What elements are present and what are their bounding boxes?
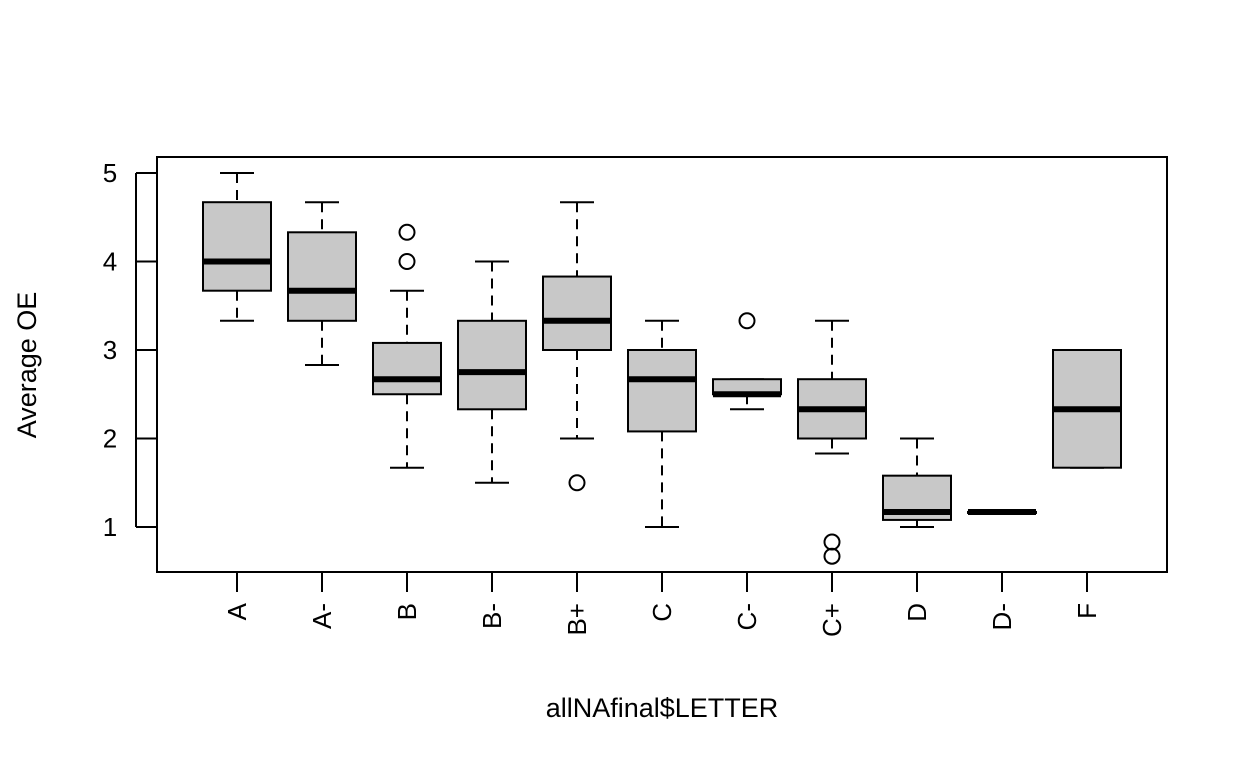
y-tick-label: 3 xyxy=(103,335,117,365)
x-tick-label: C xyxy=(647,603,677,622)
y-tick-label: 4 xyxy=(103,247,117,277)
box-C xyxy=(627,319,697,528)
x-tick-label: D- xyxy=(987,603,1017,630)
box-B+ xyxy=(542,201,612,492)
outlier-point xyxy=(823,547,841,565)
x-tick-label: C+ xyxy=(817,603,847,637)
x-tick-label: C- xyxy=(732,603,762,630)
x-tick-label: B xyxy=(392,603,422,620)
x-axis: A A- B B- B+ C C- C+ D D- F xyxy=(222,571,1102,637)
x-tick-label: A xyxy=(222,602,252,620)
box-body xyxy=(372,341,442,396)
x-axis-title: allNAfinal$LETTER xyxy=(546,693,779,723)
box-C+ xyxy=(797,319,867,565)
box-C- xyxy=(712,312,782,411)
box-D xyxy=(882,437,952,528)
y-tick-label: 2 xyxy=(103,424,117,454)
box-body xyxy=(542,275,612,352)
outlier-point xyxy=(398,253,416,270)
box-A- xyxy=(287,201,357,367)
box-body xyxy=(627,349,697,433)
outlier-point xyxy=(398,223,416,241)
outlier-point xyxy=(568,474,586,492)
outlier-point xyxy=(823,533,841,551)
x-tick-label: D xyxy=(902,603,932,622)
box-body xyxy=(287,231,357,322)
box-B xyxy=(372,223,442,469)
y-axis-title: Average OE xyxy=(12,292,42,439)
box-body xyxy=(457,319,527,411)
y-tick-label: 1 xyxy=(103,512,117,542)
box-F xyxy=(1052,349,1122,469)
y-axis: 1 2 3 4 5 xyxy=(103,158,157,542)
box-B- xyxy=(457,260,527,484)
box-series xyxy=(202,172,1122,565)
box-A xyxy=(202,172,272,322)
x-tick-label: B+ xyxy=(562,603,592,636)
x-tick-label: F xyxy=(1072,603,1102,619)
y-tick-label: 5 xyxy=(103,158,117,188)
box-D- xyxy=(967,508,1037,515)
outlier-point xyxy=(738,312,756,330)
box-body xyxy=(202,201,272,292)
x-tick-label: A- xyxy=(307,603,337,629)
x-tick-label: B- xyxy=(477,603,507,629)
